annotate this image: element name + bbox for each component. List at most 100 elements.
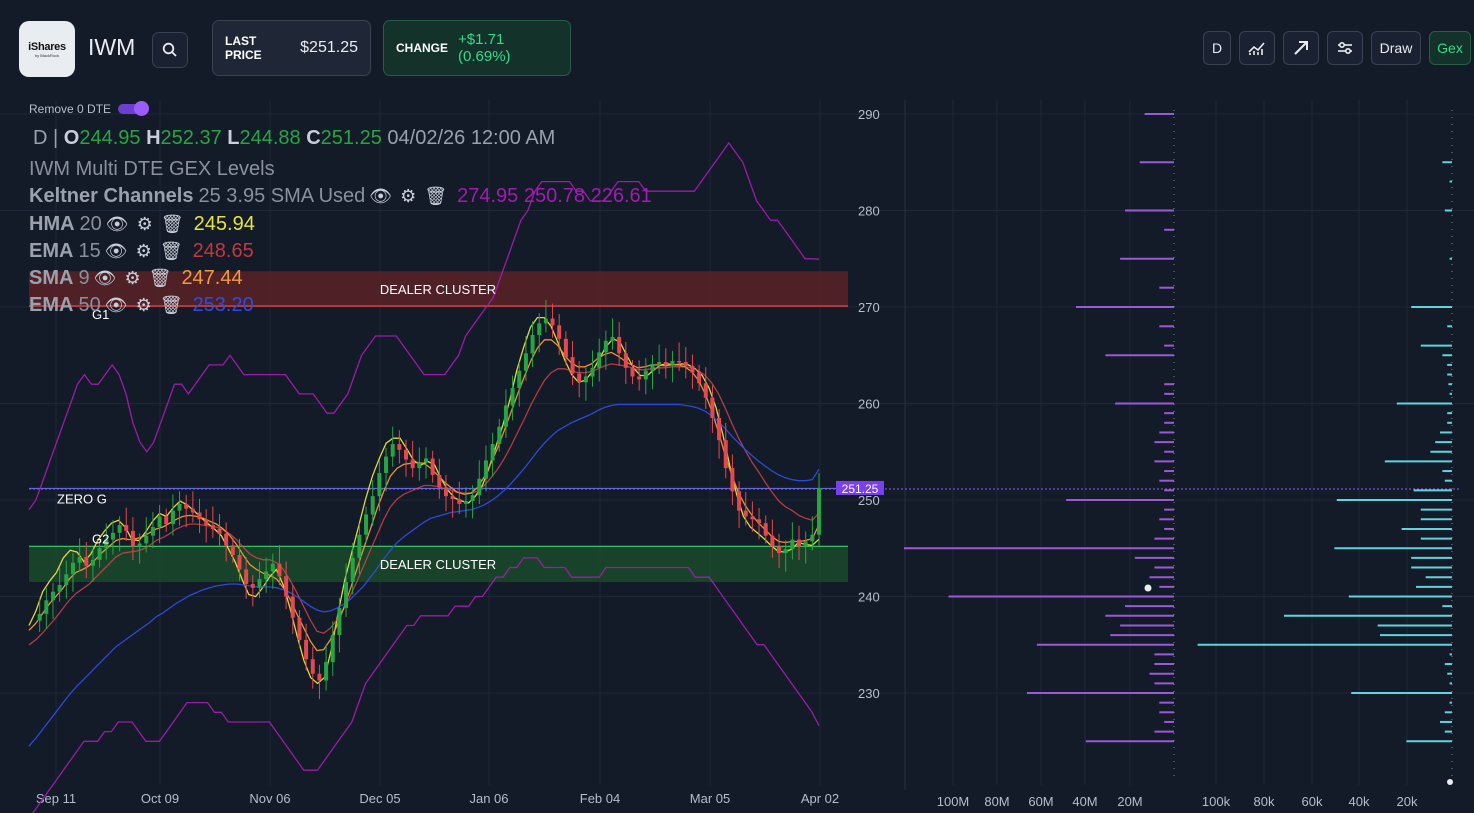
ema15-param: 15 (78, 240, 101, 262)
hma-name: HMA (29, 213, 75, 235)
trash-icon[interactable]: 🗑 (159, 241, 183, 261)
gex-call-axis-label: 80M (984, 794, 1009, 809)
candle-body (104, 539, 109, 549)
x-tick-label: Apr 02 (801, 791, 839, 806)
x-tick-label: Jan 06 (469, 791, 508, 806)
candle-body (390, 444, 395, 457)
ohlc-close-label: C (306, 127, 321, 149)
candle-body (377, 472, 382, 497)
ohlc-interval: D (33, 127, 48, 149)
trash-icon[interactable]: 🗑 (148, 268, 172, 288)
gear-icon[interactable]: ⚙ (135, 241, 152, 261)
gex-button[interactable]: Gex (1429, 31, 1471, 65)
candle-body (543, 318, 548, 324)
candle-body (557, 325, 562, 339)
ema15-legend[interactable]: EMA 15 👁 ⚙ 🗑 248.65 (29, 240, 254, 263)
candle-body (170, 510, 175, 525)
ema50-legend[interactable]: EMA 50 👁 ⚙ 🗑 253.20 (29, 294, 254, 317)
candle-body (237, 555, 242, 570)
candle-body (777, 546, 782, 554)
candle-body (450, 496, 455, 500)
draw-button[interactable]: Draw (1371, 31, 1421, 65)
candle-body (603, 340, 608, 353)
g2-label: G2 (92, 531, 109, 546)
series-line-keltner-lower (32, 557, 820, 813)
trash-icon[interactable]: 🗑 (424, 186, 448, 206)
eye-icon[interactable]: 👁 (369, 186, 393, 206)
eye-icon[interactable]: 👁 (104, 295, 128, 315)
candle-body (177, 503, 182, 511)
logo-subtext: by BlackRock (34, 52, 60, 58)
candle-body (204, 519, 209, 526)
candle-body (270, 563, 275, 572)
sma9-param: 9 (78, 267, 90, 289)
remove-0dte-toggle[interactable] (118, 101, 150, 116)
x-tick-label: Mar 05 (690, 791, 730, 806)
y-tick-label: 230 (858, 686, 880, 701)
gear-icon[interactable]: ⚙ (135, 295, 152, 315)
candle-body (157, 516, 162, 528)
candle-body (683, 362, 688, 366)
candle-body (297, 617, 302, 640)
candle-body (417, 462, 422, 469)
candle-body (357, 534, 362, 558)
keltner-legend[interactable]: Keltner Channels 25 3.95 SMA Used 👁 ⚙ 🗑 … (29, 185, 652, 208)
candle-body (623, 353, 628, 368)
trash-icon[interactable]: 🗑 (160, 214, 184, 234)
candle-body (37, 613, 42, 621)
search-icon (162, 42, 177, 57)
candle-body (483, 460, 488, 479)
ohlc-low: 244.88 (239, 127, 301, 149)
arrow-up-right-icon (1294, 41, 1308, 55)
bar-chart-icon (1248, 42, 1265, 55)
gear-icon[interactable]: ⚙ (400, 186, 417, 206)
candle-body (630, 367, 635, 377)
hma-legend[interactable]: HMA 20 👁 ⚙ 🗑 245.94 (29, 213, 255, 236)
gear-icon[interactable]: ⚙ (136, 214, 153, 234)
candle-body (130, 530, 135, 547)
search-button[interactable] (152, 32, 188, 68)
candle-body (750, 516, 755, 520)
candle-body (570, 357, 575, 374)
ema50-value: 253.20 (192, 294, 254, 316)
remove-0dte-toggle-row[interactable]: Remove 0 DTE (29, 101, 150, 116)
ema15-value: 248.65 (192, 240, 254, 262)
gex-call-axis-label: 20M (1117, 794, 1142, 809)
candle-body (90, 559, 95, 566)
eye-icon[interactable]: 👁 (93, 268, 117, 288)
trash-icon[interactable]: 🗑 (159, 295, 183, 315)
eye-icon[interactable]: 👁 (105, 214, 129, 234)
ohlc-high-label: H (146, 127, 161, 149)
candle-body (590, 367, 595, 377)
eye-icon[interactable]: 👁 (104, 241, 128, 261)
candle-body (97, 548, 102, 560)
remove-0dte-label: Remove 0 DTE (29, 102, 112, 116)
candle-body (457, 499, 462, 504)
candle-body (610, 336, 615, 341)
settings-sliders-button[interactable] (1327, 31, 1363, 65)
series-line-keltner-upper (28, 141, 820, 511)
candle-body (124, 525, 129, 531)
ohlc-high: 252.37 (160, 127, 222, 149)
candle-body (370, 496, 375, 515)
trend-arrow-button[interactable] (1283, 31, 1319, 65)
hma-value: 245.94 (193, 213, 255, 235)
candle-body (117, 525, 122, 533)
candle-body (77, 556, 82, 563)
candle-body (530, 334, 535, 354)
candle-body (710, 397, 715, 418)
sma9-value: 247.44 (181, 267, 243, 289)
top-bar: iShares by BlackRock IWM LAST PRICE $251… (0, 0, 1474, 95)
candle-body (763, 523, 768, 536)
sma9-legend[interactable]: SMA 9 👁 ⚙ 🗑 247.44 (29, 267, 243, 290)
indicators-button[interactable] (1239, 31, 1275, 65)
gear-icon[interactable]: ⚙ (124, 268, 141, 288)
x-tick-label: Nov 06 (249, 791, 290, 806)
candle-body (330, 635, 335, 663)
gex-marker-dot (1447, 779, 1453, 785)
interval-button[interactable]: D (1203, 31, 1231, 65)
sliders-icon (1338, 41, 1352, 55)
sma9-name: SMA (29, 267, 74, 289)
x-tick-label: Feb 04 (580, 791, 620, 806)
